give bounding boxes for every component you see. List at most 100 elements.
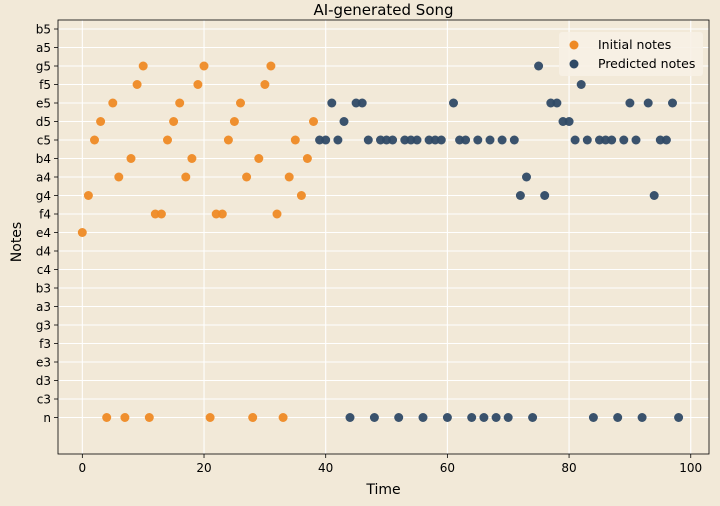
y-tick-label: c5: [37, 133, 51, 147]
point-predicted: [552, 98, 562, 108]
point-initial: [236, 98, 245, 108]
point-predicted: [357, 98, 367, 108]
point-predicted: [661, 135, 671, 145]
x-tick-label: 0: [79, 461, 87, 475]
point-initial: [248, 413, 258, 422]
point-predicted: [461, 135, 471, 145]
point-predicted: [607, 135, 617, 145]
x-axis-ticks: 0 20 40 60 80 100: [79, 454, 702, 475]
x-tick-label: 20: [196, 461, 211, 475]
point-initial: [83, 191, 93, 200]
point-predicted: [442, 413, 452, 422]
legend-marker-predicted: [569, 59, 579, 69]
point-predicted: [394, 413, 404, 422]
point-initial: [120, 413, 130, 422]
point-initial: [229, 117, 239, 126]
point-initial: [187, 154, 197, 163]
point-predicted: [674, 413, 684, 422]
y-tick-label: n: [43, 411, 51, 425]
y-tick-label: a5: [36, 41, 51, 55]
point-initial: [278, 413, 288, 422]
point-predicted: [588, 413, 598, 422]
point-initial: [296, 191, 306, 200]
point-initial: [302, 154, 312, 163]
y-tick-label: b5: [36, 22, 51, 36]
point-initial: [284, 172, 294, 182]
point-predicted: [540, 191, 550, 200]
point-initial: [138, 61, 148, 71]
point-predicted: [479, 413, 489, 422]
point-initial: [144, 413, 154, 422]
point-predicted: [345, 413, 355, 422]
y-tick-label: b3: [36, 281, 51, 295]
y-tick-label: g3: [36, 318, 51, 332]
point-initial: [205, 413, 215, 422]
plot-area: [58, 20, 709, 454]
y-tick-label: a4: [36, 170, 51, 184]
x-axis-label: Time: [365, 482, 400, 498]
point-initial: [126, 154, 136, 163]
y-tick-label: g4: [36, 189, 51, 203]
point-predicted: [497, 135, 507, 145]
point-initial: [181, 172, 191, 182]
point-predicted: [388, 135, 398, 145]
point-initial: [156, 209, 166, 219]
x-tick-label: 80: [561, 461, 576, 475]
point-predicted: [412, 135, 422, 145]
point-predicted: [643, 98, 653, 108]
legend-label-predicted: Predicted notes: [598, 56, 695, 71]
point-initial: [108, 98, 118, 108]
point-predicted: [491, 413, 501, 422]
point-initial: [217, 209, 227, 219]
y-tick-label: d4: [36, 244, 51, 258]
point-predicted: [485, 135, 495, 145]
x-tick-label: 100: [679, 461, 702, 475]
point-initial: [114, 172, 124, 182]
y-axis-ticks: n c3 d3 e3 f3 g3 a3 b3 c4 d4 e4 f4 g4 a4 b4 c5 d5 e5 f5 g5 a…: [36, 22, 58, 425]
point-predicted: [418, 413, 428, 422]
point-initial: [193, 80, 203, 89]
y-tick-label: b4: [36, 152, 51, 166]
y-tick-label: d3: [36, 374, 51, 388]
point-initial: [242, 172, 252, 182]
y-tick-label: d5: [36, 115, 51, 129]
point-predicted: [503, 413, 513, 422]
point-initial: [309, 117, 318, 126]
plot-frame: [57, 19, 710, 455]
y-tick-label: e5: [36, 96, 51, 110]
point-initial: [254, 154, 264, 163]
point-predicted: [564, 117, 574, 126]
point-initial: [90, 135, 99, 145]
point-predicted: [613, 413, 623, 422]
point-initial: [272, 209, 282, 219]
point-predicted: [509, 135, 519, 145]
point-predicted: [649, 191, 659, 200]
y-tick-label: e3: [36, 355, 51, 369]
point-predicted: [528, 413, 538, 422]
point-initial: [223, 135, 233, 145]
x-tick-label: 60: [440, 461, 455, 475]
point-predicted: [436, 135, 446, 145]
point-predicted: [333, 135, 343, 145]
point-initial: [96, 117, 106, 126]
point-initial: [169, 117, 179, 126]
point-predicted: [449, 98, 458, 108]
x-tick-label: 40: [318, 461, 333, 475]
point-predicted: [625, 98, 635, 108]
point-predicted: [369, 413, 379, 422]
point-initial: [132, 80, 142, 89]
point-predicted: [515, 191, 525, 200]
legend: Initial notes Predicted notes: [559, 32, 703, 76]
y-tick-label: f3: [39, 337, 51, 351]
point-predicted: [473, 135, 483, 145]
point-predicted: [467, 413, 477, 422]
legend-box: [559, 32, 703, 76]
grid: [58, 20, 709, 454]
y-tick-label: a3: [36, 300, 51, 314]
point-predicted: [534, 61, 544, 71]
point-predicted: [668, 98, 677, 108]
point-initial: [266, 61, 276, 71]
point-initial: [260, 80, 270, 89]
y-tick-label: c3: [37, 392, 51, 406]
